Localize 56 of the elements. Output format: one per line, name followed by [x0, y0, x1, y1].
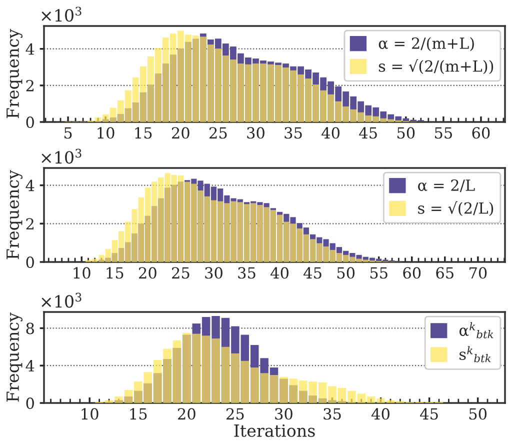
y-tick-label: 0 — [26, 397, 34, 410]
y-axis-title: Frequency — [6, 170, 22, 260]
x-tick-label: 55 — [370, 267, 388, 279]
y-tick-label: 4 — [26, 43, 34, 55]
legend-label: α = 2/L — [418, 179, 475, 192]
x-tick-label: 65 — [436, 267, 454, 279]
x-tick-label: 35 — [238, 267, 256, 279]
x-tick-label: 40 — [270, 267, 288, 279]
x-tick-label: 15 — [130, 408, 147, 420]
legend-label: s = √(2/L) — [418, 201, 494, 216]
x-axis-title: Iterations — [234, 424, 315, 437]
legend-label: s = √(2/(m+L)) — [378, 59, 494, 74]
x-tick-label: 45 — [359, 127, 377, 139]
legend-label: α$^{k}$$_{btk}$ — [459, 322, 494, 338]
text: ×10$^{3}$ — [42, 6, 82, 22]
x-tick-label: 20 — [139, 267, 156, 279]
x-tick-label: 60 — [403, 267, 421, 279]
y-tick-label: 2 — [26, 218, 34, 230]
x-tick-label: 20 — [178, 408, 196, 420]
x-tick-label: 25 — [172, 267, 190, 279]
y-tick-label: 0 — [26, 256, 34, 268]
x-tick-label: 35 — [284, 127, 302, 139]
x-tick-label: 30 — [247, 127, 264, 139]
x-tick-label: 40 — [372, 408, 390, 420]
y-tick-label: 0 — [26, 116, 34, 128]
x-tick-label: 20 — [172, 127, 190, 139]
x-tick-label: 50 — [469, 408, 487, 420]
text: ×10$^{3}$ — [42, 148, 82, 164]
x-tick-label: 60 — [472, 127, 490, 139]
y-tick-label: 2 — [26, 80, 34, 92]
text: ×10$^{3}$ — [42, 292, 82, 308]
x-tick-label: 45 — [420, 408, 438, 420]
y-tick-label: 4 — [26, 180, 34, 192]
x-tick-label: 55 — [435, 127, 452, 139]
x-tick-label: 15 — [135, 127, 152, 139]
y-axis-title: Frequency — [6, 312, 22, 402]
y-axis-title: Frequency — [6, 28, 22, 118]
x-tick-label: 50 — [337, 267, 355, 279]
legend-label: α = 2/(m+L) — [378, 37, 474, 52]
y-tick-label: 4 — [26, 360, 34, 372]
x-tick-label: 10 — [82, 408, 98, 420]
y-tick-label: 8 — [26, 322, 34, 334]
x-tick-label: 40 — [322, 127, 340, 139]
legend-label: s$^{k}$$_{btk}$ — [460, 346, 491, 362]
x-tick-label: 45 — [304, 267, 322, 279]
x-tick-label: 30 — [205, 267, 222, 279]
x-tick-label: 35 — [324, 408, 341, 420]
x-tick-label: 5 — [64, 127, 72, 139]
x-tick-label: 10 — [74, 267, 90, 279]
x-tick-label: 10 — [98, 127, 114, 139]
x-tick-label: 25 — [226, 408, 244, 420]
x-tick-label: 50 — [397, 127, 415, 139]
x-tick-label: 15 — [106, 267, 124, 279]
x-tick-label: 30 — [275, 408, 292, 420]
x-tick-label: 70 — [469, 267, 487, 279]
x-tick-label: 25 — [210, 127, 227, 139]
